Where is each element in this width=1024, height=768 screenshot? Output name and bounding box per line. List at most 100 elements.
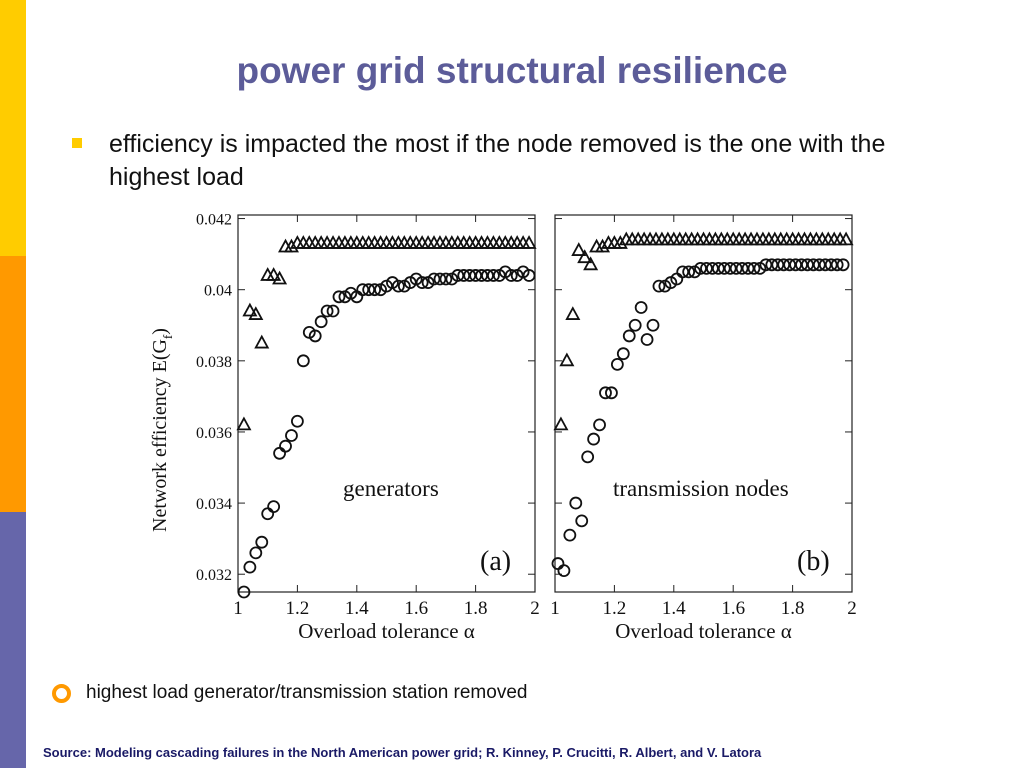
- data-point-circle: [563, 528, 577, 542]
- x-tick-label: 1.6: [404, 598, 428, 619]
- y-axis-label-sub: f: [160, 334, 175, 339]
- y-axis-label-close: ): [149, 328, 171, 335]
- y-tick-label: 0.042: [196, 212, 232, 229]
- data-point-triangle: [521, 235, 537, 249]
- panel-annotation: generators: [343, 476, 439, 501]
- x-tick-label: 1.6: [721, 598, 745, 619]
- y-tick-label: 0.04: [204, 283, 232, 300]
- data-point-circle: [634, 301, 648, 314]
- data-point-triangle: [577, 249, 593, 264]
- panel-annotation: transmission nodes: [613, 476, 789, 501]
- data-point-circle: [581, 450, 595, 464]
- y-axis-label: Network efficiency E(Gf): [149, 328, 175, 532]
- data-point-circle: [610, 357, 624, 371]
- panel-a: 1 1.2 1.4 1.6 1.8 2 0.032 0.034 0.036 0.038 0.04 0.…: [196, 212, 540, 643]
- data-point-circle: [593, 418, 606, 432]
- data-point-triangle: [565, 306, 581, 320]
- y-tick-label: 0.038: [196, 354, 232, 371]
- x-tick-label: 1.2: [603, 598, 627, 619]
- bullet-efficiency-text: efficiency is impacted the most if the n…: [109, 130, 886, 191]
- data-point-triangle: [583, 256, 599, 271]
- data-point-circle: [587, 432, 601, 446]
- data-point-triangle: [248, 306, 264, 320]
- data-point-circle: [415, 276, 429, 289]
- data-point-circle: [273, 446, 286, 460]
- data-point-circle: [237, 585, 251, 599]
- data-point-circle: [569, 496, 583, 510]
- slide-title: power grid structural resilience: [236, 50, 788, 91]
- data-point-circle: [628, 318, 642, 332]
- data-point-circle: [830, 258, 844, 272]
- data-point-circle: [279, 439, 292, 453]
- data-point-circle: [622, 329, 636, 343]
- data-point-circle: [575, 514, 589, 528]
- bullet-highest-load: highest load generator/transmission stat…: [52, 680, 752, 710]
- x-tick-label: 1.4: [662, 598, 686, 619]
- x-tick-label: 1.8: [781, 598, 805, 619]
- data-point-triangle: [266, 267, 282, 281]
- data-point-circle: [255, 535, 269, 549]
- data-point-circle: [243, 560, 257, 574]
- data-point-circle: [326, 304, 340, 318]
- data-point-circle: [652, 279, 666, 293]
- data-point-circle: [646, 318, 660, 332]
- x-tick-label: 1.2: [286, 598, 310, 619]
- data-point-circle: [261, 507, 275, 521]
- data-point-triangle: [571, 242, 587, 256]
- panel-label: (b): [797, 546, 830, 577]
- x-tick-label: 1: [233, 598, 243, 619]
- data-point-triangle: [559, 352, 575, 367]
- data-point-circle: [285, 429, 298, 442]
- side-bar-orange: [0, 256, 26, 512]
- data-point-circle: [439, 272, 453, 286]
- data-point-circle: [599, 386, 612, 400]
- y-tick-label: 0.034: [196, 496, 232, 513]
- data-point-triangle: [553, 416, 569, 431]
- data-point-triangle: [283, 238, 299, 253]
- data-point-circle: [557, 564, 571, 578]
- data-point-circle: [747, 261, 761, 275]
- side-bar-yellow: [0, 0, 26, 256]
- x-axis-label: Overload tolerance α: [298, 619, 475, 643]
- data-point-circle: [504, 269, 518, 282]
- x-tick-label: 1.4: [345, 598, 369, 619]
- data-point-triangle: [236, 416, 252, 431]
- x-tick-label: 2: [847, 598, 857, 619]
- x-tick-label: 1: [550, 598, 560, 619]
- panel-label: (a): [480, 546, 511, 577]
- square-bullet-icon: [72, 138, 82, 148]
- data-point-circle: [296, 354, 310, 368]
- data-point-circle: [522, 269, 536, 282]
- x-tick-label: 1.8: [464, 598, 488, 619]
- data-point-circle: [391, 279, 405, 293]
- data-point-circle: [320, 304, 334, 318]
- data-point-circle: [616, 347, 630, 361]
- efficiency-chart-svg: Network efficiency E(Gf) 1 1.2 1.4 1.6 1.8 2 0…: [149, 212, 857, 643]
- side-bar-purple: [0, 512, 26, 768]
- data-point-circle: [308, 329, 322, 343]
- panel-b: 1 1.2 1.4 1.6 1.8 2 transmission nodes (b) Overl…: [550, 214, 857, 643]
- x-axis-label: Overload tolerance α: [615, 619, 792, 643]
- data-point-triangle: [254, 334, 270, 349]
- y-tick-label: 0.032: [196, 567, 232, 584]
- data-point-circle: [551, 557, 565, 570]
- data-point-circle: [267, 500, 281, 514]
- data-point-triangle: [272, 270, 288, 285]
- panel-frame: [237, 214, 536, 593]
- y-tick-label: 0.036: [196, 425, 232, 442]
- panel-frame: [554, 214, 853, 593]
- bullet-highest-load-text: highest load generator/transmission stat…: [86, 682, 528, 703]
- data-point-circle: [640, 333, 654, 346]
- data-point-triangle: [838, 231, 854, 246]
- ring-bullet-icon: [52, 684, 71, 703]
- data-point-circle: [836, 258, 850, 272]
- data-point-circle: [682, 265, 696, 279]
- data-point-triangle: [595, 238, 611, 253]
- data-point-circle: [314, 315, 328, 329]
- data-point-circle: [290, 414, 304, 428]
- x-tick-label: 2: [530, 598, 540, 619]
- efficiency-chart: Network efficiency E(Gf) 1 1.2 1.4 1.6 1.8 2 0…: [140, 200, 870, 650]
- y-axis-label-main: Network efficiency E(G: [149, 339, 171, 532]
- source-citation: Source: Modeling cascading failures in t…: [43, 745, 762, 760]
- data-point-triangle: [242, 302, 258, 317]
